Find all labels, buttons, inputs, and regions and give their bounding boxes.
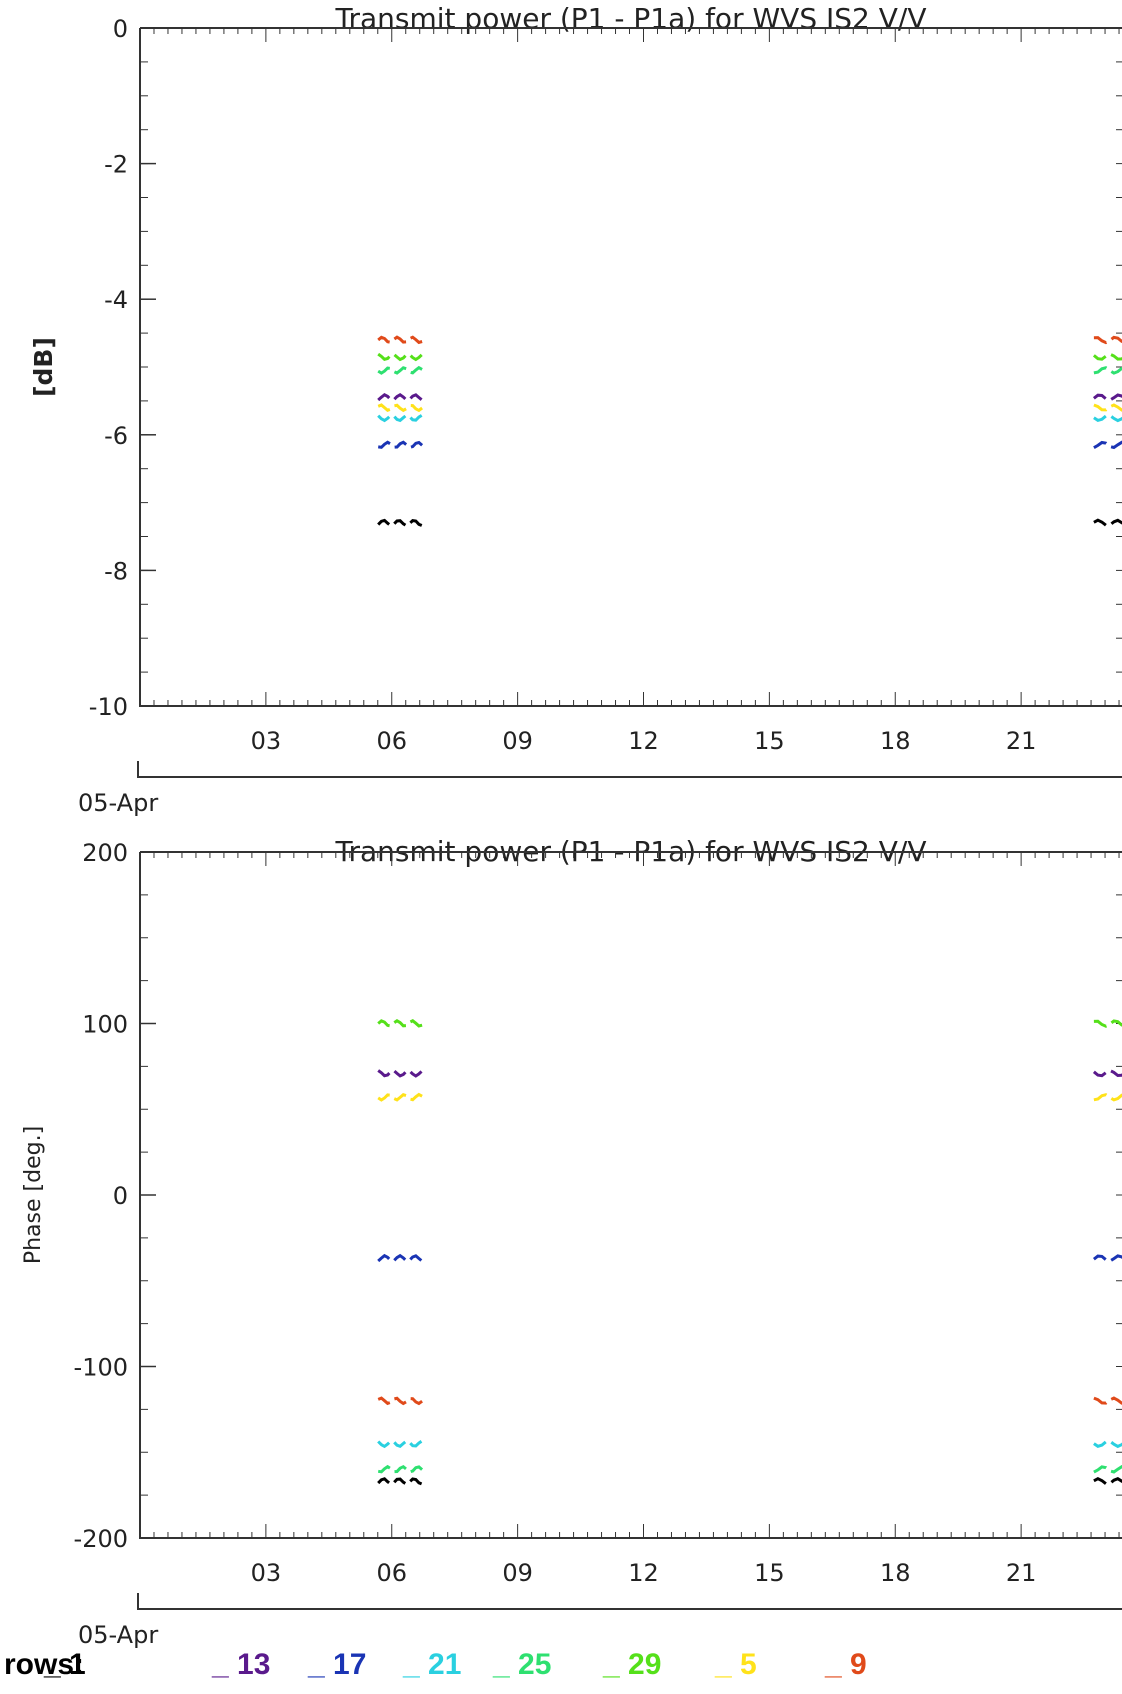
series-1-segment xyxy=(377,518,423,528)
x-tick-label: 21 xyxy=(1006,727,1037,755)
y-tick-label: -4 xyxy=(104,286,128,314)
plot-frame xyxy=(139,27,1122,707)
y-axis-label: [dB] xyxy=(29,337,58,397)
series-21-segment xyxy=(1093,1439,1122,1449)
legend-item-9: _ 9 xyxy=(825,1648,867,1681)
series-1-segment xyxy=(1093,518,1122,527)
legend-item-5: _ 5 xyxy=(715,1648,757,1681)
date-label: 05-Apr xyxy=(78,1621,158,1649)
y-tick-label: -200 xyxy=(74,1525,128,1553)
series-1-group xyxy=(377,518,1122,528)
x-tick-label: 12 xyxy=(628,727,659,755)
x-tick-label: 12 xyxy=(628,1559,659,1587)
series-17-segment xyxy=(1092,1254,1122,1263)
series-9-segment xyxy=(1093,335,1122,345)
series-5-group xyxy=(377,1092,1122,1102)
y-axis-label: Phase [deg.] xyxy=(21,1126,46,1264)
series-25-segment xyxy=(377,1464,424,1474)
x-tick-label: 09 xyxy=(502,1559,533,1587)
x-tick-label: 06 xyxy=(376,727,407,755)
series-21-segment xyxy=(377,1439,423,1449)
x-tick-label: 15 xyxy=(754,1559,785,1587)
series-5-segment xyxy=(1093,403,1122,412)
series-13-group xyxy=(377,1068,1122,1078)
series-13-segment xyxy=(1092,1068,1122,1078)
series-5-segment xyxy=(377,403,423,413)
legend-item-29: _ 29 xyxy=(603,1648,662,1681)
series-17-segment xyxy=(377,1253,424,1263)
series-25-group xyxy=(377,1464,1122,1474)
x-tick-label: 06 xyxy=(376,1559,407,1587)
date-bracket xyxy=(137,1593,1122,1610)
series-13-segment xyxy=(377,1069,424,1078)
series-9-segment xyxy=(1093,1396,1122,1405)
y-tick-label: -8 xyxy=(104,557,128,585)
y-tick-label: -6 xyxy=(104,422,128,450)
series-21-segment xyxy=(1093,413,1122,423)
series-17-segment xyxy=(378,440,424,450)
series-21-group xyxy=(377,1439,1122,1449)
legend-item-21: _ 21 xyxy=(403,1648,462,1681)
series-29-segment xyxy=(377,352,424,362)
x-tick-label: 09 xyxy=(502,727,533,755)
plot-frame xyxy=(139,851,1122,1539)
series-5-group xyxy=(377,403,1122,413)
x-tick-label: 18 xyxy=(880,1559,911,1587)
y-tick-label: 100 xyxy=(82,1011,128,1039)
series-21-group xyxy=(377,413,1122,423)
date-bracket xyxy=(137,761,1122,778)
x-tick-label: 03 xyxy=(251,727,282,755)
series-13-segment xyxy=(377,393,424,402)
series-9-segment xyxy=(377,1396,423,1406)
chart-title: Transmit power (P1 - P1a) for WVS IS2 V/… xyxy=(335,2,927,35)
x-tick-label: 21 xyxy=(1006,1559,1037,1587)
series-5-segment xyxy=(377,1092,423,1102)
legend-item-13: _ 13 xyxy=(212,1648,271,1681)
x-tick-label: 15 xyxy=(754,727,785,755)
series-29-segment xyxy=(377,1019,423,1028)
y-tick-label: -10 xyxy=(89,693,128,721)
series-21-segment xyxy=(377,413,423,423)
series-17-segment xyxy=(1093,440,1122,450)
series-1-group xyxy=(377,1477,1122,1486)
series-5-segment xyxy=(1093,1093,1122,1102)
series-1-segment xyxy=(377,1477,423,1486)
legend: rows: _ 1 _ 13 _ 17 _ 21 _ 25 _ 29 _ 5 _… xyxy=(0,1648,1122,1688)
series-9-group xyxy=(377,1396,1122,1406)
x-tick-label: 18 xyxy=(880,727,911,755)
series-17-group xyxy=(378,440,1122,450)
date-label: 05-Apr xyxy=(78,789,158,817)
series-25-segment xyxy=(1093,366,1122,375)
y-tick-label: 200 xyxy=(82,839,128,867)
series-9-group xyxy=(377,335,1122,345)
series-29-group xyxy=(377,1019,1122,1028)
x-tick-label: 03 xyxy=(251,1559,282,1587)
series-25-segment xyxy=(1093,1465,1122,1474)
series-1-segment xyxy=(1093,1477,1122,1486)
y-tick-label: 0 xyxy=(113,1182,128,1210)
legend-item-25: _ 25 xyxy=(493,1648,552,1681)
series-25-segment xyxy=(377,365,423,375)
series-13-segment xyxy=(1092,393,1122,402)
series-17-group xyxy=(377,1253,1122,1263)
series-29-segment xyxy=(1092,352,1122,361)
series-13-group xyxy=(377,393,1122,402)
legend-item-1: _ 1 xyxy=(44,1648,86,1681)
series-29-segment xyxy=(1093,1019,1122,1028)
y-tick-label: -100 xyxy=(74,1354,128,1382)
legend-item-17: _ 17 xyxy=(308,1648,367,1681)
y-tick-label: 0 xyxy=(113,15,128,43)
series-9-segment xyxy=(377,335,423,345)
series-29-group xyxy=(377,352,1122,362)
series-25-group xyxy=(377,365,1122,375)
legend-title: rows: xyxy=(4,1648,85,1681)
y-tick-label: -2 xyxy=(104,151,128,179)
